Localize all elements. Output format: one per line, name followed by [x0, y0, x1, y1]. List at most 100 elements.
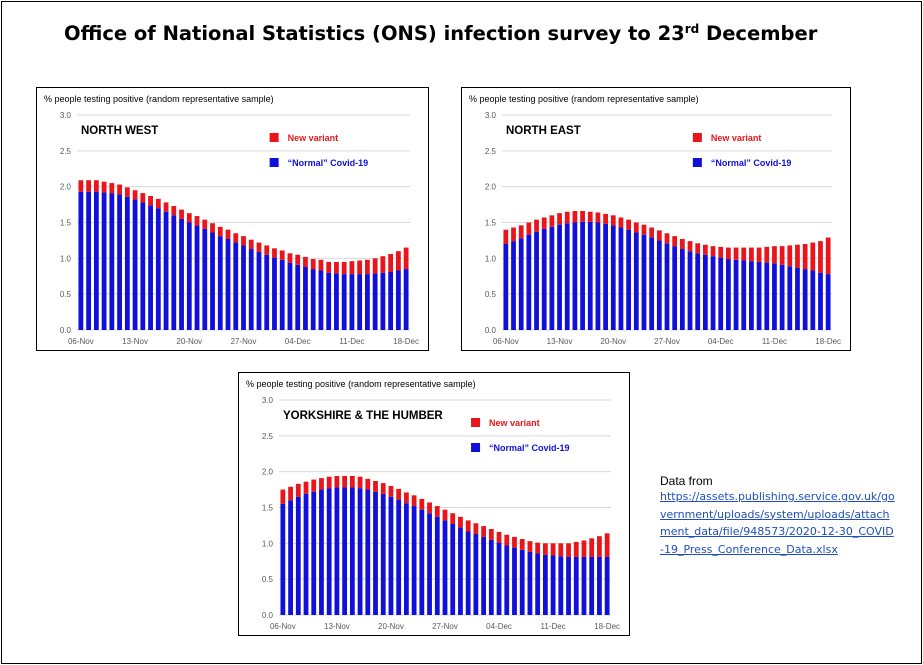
y-tick-label: 1.5: [262, 504, 274, 513]
bar-new-variant: [618, 217, 624, 228]
bar-normal: [419, 509, 425, 615]
bar-normal: [288, 500, 293, 615]
bar-new-variant: [442, 509, 448, 521]
bar-normal: [318, 270, 324, 330]
bar-normal: [163, 211, 169, 330]
bar-normal: [511, 241, 516, 330]
bar-normal: [427, 513, 432, 615]
bar-new-variant: [566, 543, 571, 557]
bar-new-variant: [132, 190, 138, 200]
bar-new-variant: [248, 239, 254, 250]
bar-new-variant: [155, 198, 161, 209]
bar-normal: [295, 264, 301, 330]
bar-normal: [303, 266, 308, 330]
title-end-text: December: [699, 22, 818, 45]
y-tick-label: 0.0: [485, 326, 497, 335]
bar-new-variant: [303, 481, 309, 494]
y-tick-label: 2.5: [485, 147, 497, 156]
bar-normal: [264, 254, 270, 330]
bar-normal: [365, 274, 370, 330]
y-tick-label: 2.0: [262, 468, 274, 477]
legend-swatch-new-variant: [692, 133, 702, 142]
bar-new-variant: [372, 258, 378, 274]
bar-normal: [587, 221, 593, 330]
bar-normal: [504, 545, 510, 615]
bar-new-variant: [279, 250, 285, 260]
bar-normal: [518, 238, 524, 330]
bar-normal: [603, 223, 608, 330]
bar-normal: [558, 556, 564, 615]
y-tick-label: 2.5: [262, 432, 274, 441]
x-tick-label: 04-Dec: [708, 337, 734, 346]
bar-normal: [687, 251, 693, 330]
bar-new-variant: [373, 480, 378, 492]
chart-panel-north-east: % people testing positive (random repres…: [461, 87, 851, 351]
legend-label-new-variant: New variant: [711, 133, 762, 143]
bar-new-variant: [388, 254, 394, 272]
x-tick-label: 20-Nov: [378, 622, 404, 631]
x-tick-label: 06-Nov: [493, 337, 519, 346]
bar-normal: [117, 194, 122, 330]
bar-new-variant: [465, 520, 471, 532]
bar-normal: [810, 270, 816, 330]
bar-new-variant: [396, 488, 402, 500]
bar-new-variant: [225, 229, 231, 239]
x-tick-label: 18-Dec: [815, 337, 841, 346]
data-source-link[interactable]: https://assets.publishing.service.gov.uk…: [660, 490, 895, 556]
bar-new-variant: [733, 247, 739, 260]
bar-normal: [535, 553, 541, 615]
bar-normal: [458, 527, 463, 615]
bar-new-variant: [458, 516, 463, 528]
legend-swatch-normal: [471, 443, 481, 452]
bar-normal: [779, 264, 785, 330]
region-title: NORTH EAST: [506, 125, 581, 137]
bar-normal: [319, 489, 324, 615]
bar-new-variant: [101, 181, 107, 193]
bar-new-variant: [604, 533, 610, 557]
x-tick-label: 06-Nov: [68, 337, 94, 346]
bar-normal: [403, 269, 409, 330]
bar-normal: [542, 554, 548, 615]
bar-new-variant: [109, 183, 115, 194]
bar-new-variant: [749, 247, 754, 262]
bar-normal: [349, 487, 355, 615]
y-tick-label: 0.5: [60, 290, 72, 299]
bar-normal: [349, 274, 355, 330]
bar-normal: [109, 193, 115, 330]
legend-label-normal: “Normal” Covid-19: [711, 158, 792, 168]
bar-normal: [179, 218, 184, 330]
bar-normal: [664, 243, 670, 330]
bar-new-variant: [641, 224, 647, 235]
legend-swatch-new-variant: [269, 133, 279, 142]
y-tick-label: 0.5: [485, 290, 497, 299]
bar-new-variant: [587, 211, 593, 222]
bar-new-variant: [633, 222, 639, 233]
bar-new-variant: [434, 506, 440, 517]
bar-new-variant: [825, 237, 831, 275]
y-tick-label: 2.0: [485, 183, 497, 192]
bar-normal: [132, 199, 138, 330]
bar-normal: [503, 244, 509, 330]
bar-new-variant: [488, 529, 494, 540]
bar-normal: [450, 523, 456, 615]
bar-new-variant: [380, 256, 386, 273]
x-tick-label: 20-Nov: [176, 337, 202, 346]
bar-new-variant: [710, 246, 716, 257]
bar-normal: [550, 555, 556, 615]
bar-new-variant: [295, 254, 301, 265]
legend-swatch-new-variant: [471, 418, 481, 427]
chart-panel-north-west: % people testing positive (random repres…: [36, 87, 429, 351]
legend-label-new-variant: New variant: [489, 418, 540, 428]
bar-normal: [597, 556, 602, 615]
y-axis-label: % people testing positive (random repres…: [469, 94, 699, 104]
bar-new-variant: [527, 541, 533, 552]
bar-new-variant: [365, 259, 370, 275]
bar-normal: [534, 231, 539, 330]
bar-new-variant: [388, 486, 394, 497]
bar-new-variant: [78, 180, 84, 192]
bar-new-variant: [519, 539, 525, 550]
bar-normal: [526, 234, 532, 330]
bar-normal: [434, 516, 440, 615]
bar-normal: [726, 259, 731, 330]
bar-normal: [155, 208, 161, 330]
